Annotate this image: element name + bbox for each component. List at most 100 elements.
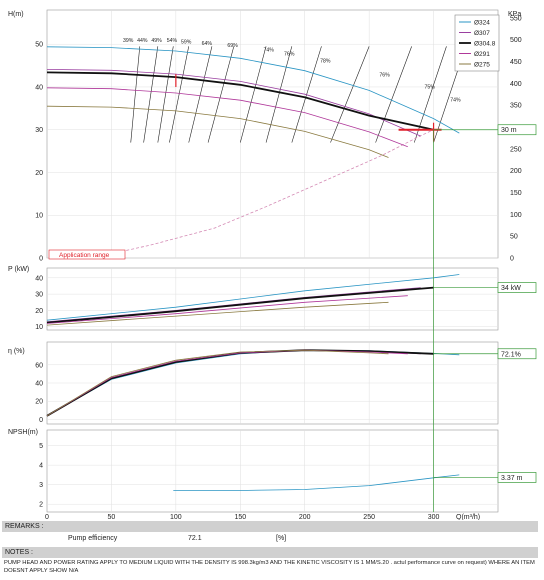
- x-tick: 100: [170, 514, 182, 520]
- pump-efficiency-unit: [%]: [276, 535, 287, 542]
- kpa-tick: 150: [510, 190, 522, 197]
- efficiency-ytick: 20: [35, 399, 43, 406]
- npsh-ytick: 4: [39, 463, 43, 470]
- efficiency-value-callout: 72.1%: [501, 351, 521, 358]
- efficiency-series-line: [46, 349, 389, 417]
- power-series-line: [46, 274, 460, 321]
- kpa-tick: 100: [510, 212, 522, 219]
- pump-efficiency-row: Pump efficiency 72.1 [%]: [0, 534, 544, 546]
- legend-label: Ø304.8: [474, 41, 496, 48]
- power-value-callout: 34 kW: [501, 285, 521, 292]
- head-ytick: 30: [35, 127, 43, 134]
- efficiency-value-callout-box: [497, 348, 537, 360]
- efficiency-label: 54%: [167, 38, 178, 44]
- legend-label: Ø324: [474, 20, 490, 27]
- head-series-line: [46, 105, 389, 158]
- kpa-tick: 550: [510, 15, 522, 22]
- npsh-value-callout: 3.37 m: [501, 475, 523, 482]
- efficiency-ytick: 0: [39, 417, 43, 424]
- x-tick: 200: [299, 514, 311, 520]
- x-tick: 150: [234, 514, 246, 520]
- x-tick: 50: [108, 514, 116, 520]
- head-ytick: 0: [39, 256, 43, 263]
- head-series-line: [46, 71, 434, 131]
- legend-label: Ø275: [474, 62, 490, 69]
- x-tick: 300: [428, 514, 440, 520]
- efficiency-label: 39%: [123, 38, 134, 44]
- head-series-line: [46, 87, 408, 148]
- npsh-series-line: [173, 474, 460, 491]
- kpa-tick: 50: [510, 234, 518, 241]
- x-axis-label: Q(m³/h): [456, 514, 480, 520]
- kpa-axis-label: KPa: [508, 11, 521, 18]
- efficiency-isoline: [143, 46, 159, 143]
- pump-efficiency-label: Pump efficiency: [68, 535, 118, 542]
- kpa-tick: 400: [510, 81, 522, 88]
- pump-efficiency-value: 72.1: [188, 535, 202, 542]
- efficiency-label: 78%: [320, 59, 331, 65]
- notes-text: PUMP HEAD AND POWER RATING APPLY TO MEDI…: [4, 560, 535, 574]
- efficiency-axis-label: η (%): [8, 348, 25, 355]
- head-value-callout: 30 m: [501, 127, 517, 134]
- kpa-tick: 350: [510, 103, 522, 110]
- efficiency-isoline: [265, 46, 293, 143]
- efficiency-label: 64%: [202, 41, 213, 47]
- efficiency-isoline: [330, 46, 370, 143]
- power-axis-label: P (kW): [8, 266, 29, 273]
- npsh-ytick: 3: [39, 482, 43, 489]
- efficiency-series-line: [46, 349, 408, 417]
- efficiency-ytick: 40: [35, 381, 43, 388]
- system-curve: [92, 129, 434, 259]
- efficiency-ytick: 60: [35, 362, 43, 369]
- kpa-tick: 0: [510, 256, 514, 263]
- efficiency-label: 76%: [379, 73, 390, 79]
- head-ytick: 40: [35, 84, 43, 91]
- efficiency-isoline: [157, 46, 174, 143]
- power-series-line: [46, 301, 389, 326]
- head-ytick: 10: [35, 213, 43, 220]
- efficiency-label: 69%: [227, 43, 238, 49]
- efficiency-isoline: [188, 46, 213, 143]
- head-axis-label: H(m): [8, 11, 24, 18]
- efficiency-label: 74%: [263, 47, 274, 53]
- npsh-value-callout-box: [497, 472, 537, 483]
- efficiency-isoline: [130, 46, 141, 143]
- power-ytick: 30: [35, 292, 43, 299]
- power-ytick: 20: [35, 308, 43, 315]
- power-series-line: [46, 286, 434, 324]
- efficiency-isoline: [207, 46, 235, 143]
- npsh-ytick: 2: [39, 502, 43, 509]
- legend-label: Ø307: [474, 30, 490, 37]
- efficiency-label: 75%: [425, 85, 436, 91]
- power-value-callout-box: [497, 282, 537, 293]
- application-range-box: [48, 249, 126, 260]
- efficiency-isoline: [169, 46, 190, 143]
- power-ytick: 10: [35, 324, 43, 331]
- efficiency-label: 74%: [450, 98, 461, 104]
- npsh-axis-label: NPSH(m): [8, 429, 38, 436]
- power-frame: [46, 267, 499, 331]
- npsh-frame: [46, 429, 499, 513]
- efficiency-label: 59%: [181, 39, 192, 45]
- remarks-header: REMARKS :: [2, 521, 538, 532]
- legend-label: Ø291: [474, 51, 490, 58]
- efficiency-isoline: [375, 46, 412, 143]
- x-tick: 0: [45, 514, 49, 520]
- efficiency-label: 49%: [151, 38, 162, 44]
- power-ytick: 40: [35, 275, 43, 282]
- x-tick: 250: [363, 514, 375, 520]
- power-series-line: [46, 295, 408, 324]
- application-range-label: Application range: [59, 252, 110, 259]
- npsh-ytick: 5: [39, 443, 43, 450]
- efficiency-label: 44%: [137, 38, 148, 44]
- kpa-tick: 450: [510, 59, 522, 66]
- kpa-tick: 500: [510, 37, 522, 44]
- kpa-tick: 200: [510, 168, 522, 175]
- kpa-tick: 250: [510, 146, 522, 153]
- head-value-callout-box: [497, 124, 537, 136]
- head-series-line: [46, 69, 421, 137]
- head-series-line: [46, 46, 460, 134]
- pump-performance-chart: 0102030405010203040020406023450501001502…: [8, 9, 537, 520]
- efficiency-label: 76%: [284, 51, 295, 57]
- head-ytick: 20: [35, 170, 43, 177]
